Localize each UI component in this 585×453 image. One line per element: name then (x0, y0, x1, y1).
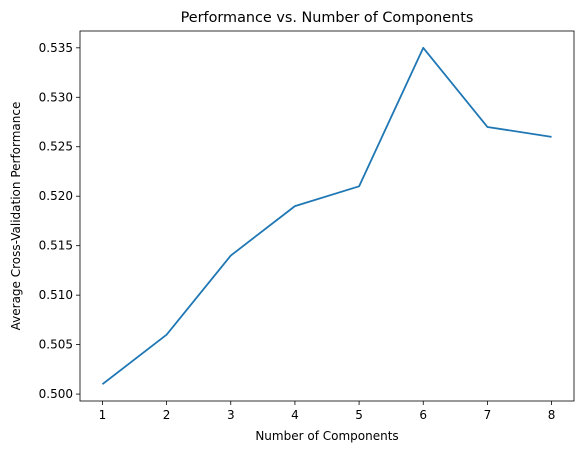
x-tick-label: 4 (291, 408, 299, 422)
x-tick-label: 8 (548, 408, 556, 422)
y-tick-label: 0.510 (39, 288, 73, 302)
y-axis-label: Average Cross-Validation Performance (9, 102, 23, 331)
chart-title: Performance vs. Number of Components (181, 10, 474, 26)
plot-frame (79, 30, 575, 402)
x-axis: 1 2 3 4 5 6 7 8 (99, 401, 556, 422)
y-tick-label: 0.520 (39, 189, 73, 203)
y-tick-label: 0.525 (39, 140, 73, 154)
x-tick-label: 2 (163, 408, 171, 422)
x-tick-label: 6 (419, 408, 427, 422)
y-axis: 0.500 0.505 0.510 0.515 0.520 0.525 0.530 0.535 (39, 41, 80, 401)
y-tick-label: 0.500 (39, 387, 73, 401)
x-tick-label: 7 (484, 408, 492, 422)
x-axis-label: Number of Components (255, 429, 398, 443)
x-tick-label: 5 (355, 408, 363, 422)
y-tick-label: 0.530 (39, 90, 73, 104)
y-tick-label: 0.505 (39, 338, 73, 352)
y-tick-label: 0.515 (39, 239, 73, 253)
x-tick-label: 1 (99, 408, 107, 422)
y-tick-label: 0.535 (39, 41, 73, 55)
x-tick-label: 3 (227, 408, 235, 422)
series-line (101, 46, 552, 385)
series-layer (101, 46, 552, 385)
